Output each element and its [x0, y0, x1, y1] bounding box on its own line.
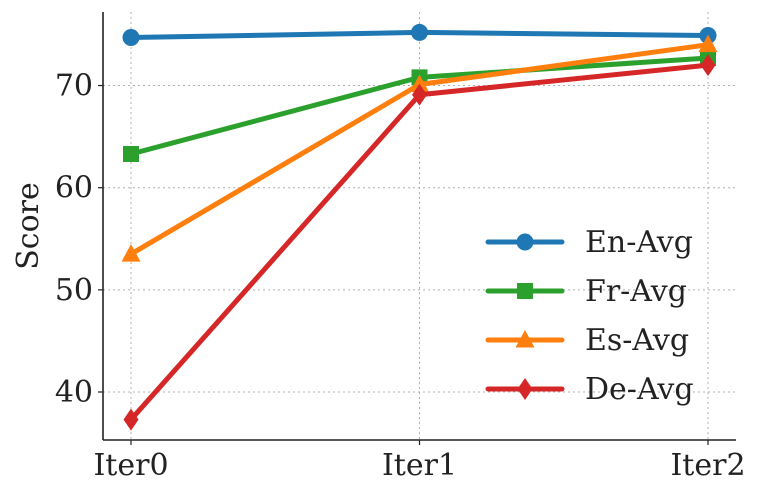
data-point-de-avg: [123, 408, 139, 431]
legend-item-fr-avg: Fr-Avg: [485, 274, 687, 309]
legend-label-en-avg: En-Avg: [585, 225, 693, 260]
x-tick-label: Iter1: [382, 448, 457, 483]
data-point-en-avg: [411, 23, 428, 41]
y-tick-label: 60: [55, 171, 93, 206]
y-axis-ticks: 40 50 60 70: [55, 69, 103, 410]
data-point-de-avg: [412, 83, 427, 106]
legend-item-es-avg: Es-Avg: [485, 323, 689, 358]
legend-marker-de-avg: [517, 378, 533, 400]
series-fr-avg: [123, 49, 716, 162]
x-tick-label: Iter0: [93, 448, 168, 483]
y-tick-label: 40: [55, 375, 93, 410]
legend-marker-fr-avg: [517, 283, 533, 299]
data-point-fr-avg: [123, 145, 139, 162]
legend-marker-es-avg: [515, 330, 535, 348]
legend-label-es-avg: Es-Avg: [585, 323, 689, 358]
y-tick-label: 70: [55, 69, 93, 104]
legend-item-de-avg: De-Avg: [485, 372, 694, 407]
legend-label-fr-avg: Fr-Avg: [585, 274, 687, 309]
legend-marker-en-avg: [516, 233, 534, 251]
x-axis-ticks: Iter0 Iter1 Iter2: [93, 440, 746, 483]
x-tick-label: Iter2: [670, 448, 745, 483]
data-point-es-avg: [410, 74, 429, 93]
legend: En-Avg Fr-Avg Es-Avg De-Avg: [485, 225, 694, 407]
legend-label-de-avg: De-Avg: [585, 372, 694, 407]
series-de-avg: [123, 54, 716, 431]
data-point-es-avg: [121, 244, 141, 262]
data-point-es-avg: [698, 34, 718, 53]
series-group: [121, 23, 718, 431]
y-axis-label: Score: [11, 182, 46, 270]
legend-item-en-avg: En-Avg: [485, 225, 693, 260]
y-tick-label: 50: [55, 273, 93, 308]
data-point-en-avg: [122, 29, 140, 47]
data-point-de-avg: [700, 54, 716, 77]
